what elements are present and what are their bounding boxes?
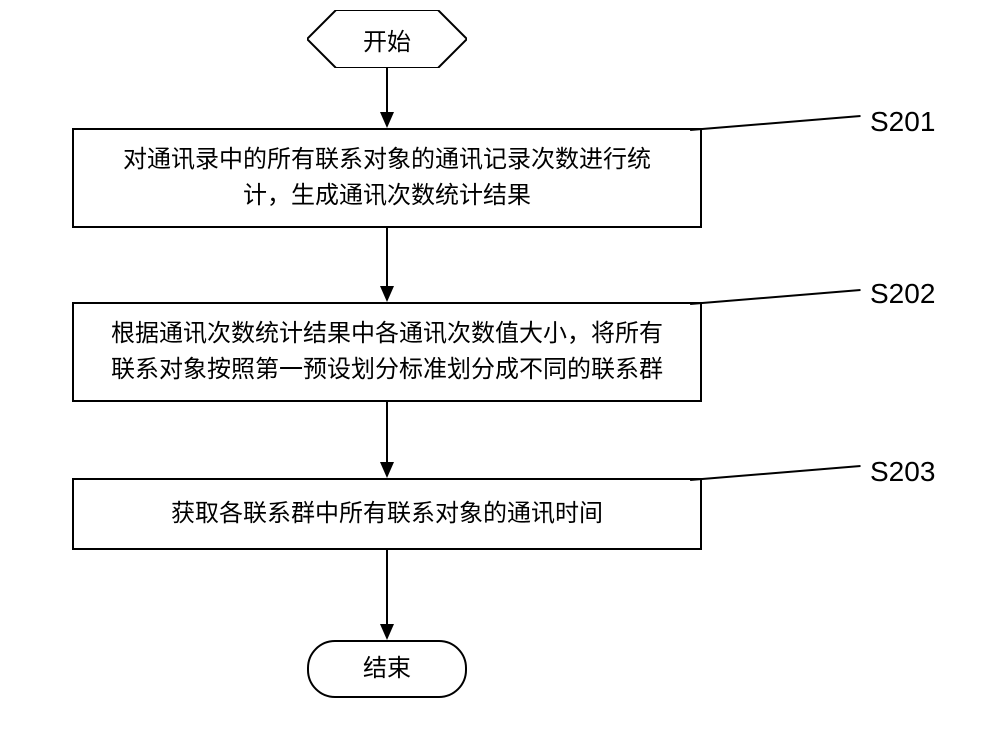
node-label: 对通讯录中的所有联系对象的通讯记录次数进行统 计，生成通讯次数统计结果	[113, 142, 661, 214]
flowchart-canvas: 开始对通讯录中的所有联系对象的通讯记录次数进行统 计，生成通讯次数统计结果根据通…	[0, 0, 1000, 752]
flow-terminator-start: 开始	[307, 10, 467, 68]
flow-step-s1: 对通讯录中的所有联系对象的通讯记录次数进行统 计，生成通讯次数统计结果	[72, 128, 702, 228]
flow-terminator-end: 结束	[307, 640, 467, 698]
node-label: 开始	[307, 10, 467, 68]
step-tag: S201	[870, 106, 935, 138]
callout-line	[690, 465, 860, 481]
step-tag: S203	[870, 456, 935, 488]
flow-step-s2: 根据通讯次数统计结果中各通讯次数值大小，将所有 联系对象按照第一预设划分标准划分…	[72, 302, 702, 402]
callout-line	[690, 115, 860, 131]
step-tag: S202	[870, 278, 935, 310]
flow-arrow	[377, 228, 397, 302]
flow-arrow	[377, 402, 397, 478]
flow-step-s3: 获取各联系群中所有联系对象的通讯时间	[72, 478, 702, 550]
node-label: 根据通讯次数统计结果中各通讯次数值大小，将所有 联系对象按照第一预设划分标准划分…	[101, 316, 673, 388]
node-label: 结束	[353, 651, 421, 687]
callout-line	[690, 289, 860, 305]
flow-arrow	[377, 68, 397, 128]
node-label: 获取各联系群中所有联系对象的通讯时间	[161, 496, 613, 532]
flow-arrow	[377, 550, 397, 640]
